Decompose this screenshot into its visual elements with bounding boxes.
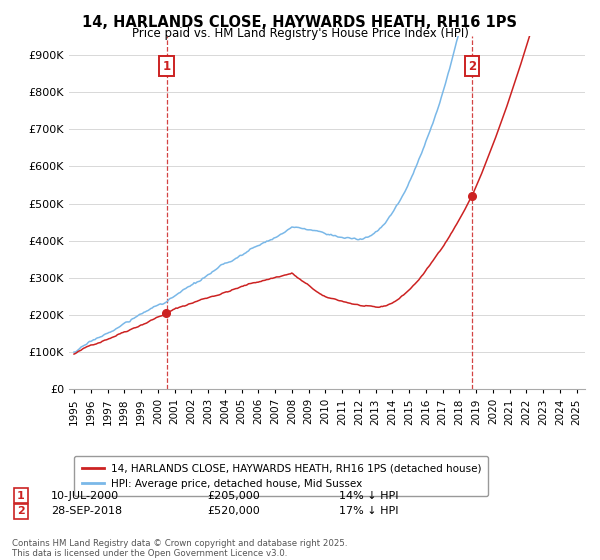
Text: 1: 1 — [17, 491, 25, 501]
Text: 2: 2 — [468, 59, 476, 73]
Text: Contains HM Land Registry data © Crown copyright and database right 2025.
This d: Contains HM Land Registry data © Crown c… — [12, 539, 347, 558]
Text: 17% ↓ HPI: 17% ↓ HPI — [339, 506, 398, 516]
Text: 1: 1 — [163, 59, 171, 73]
Text: 10-JUL-2000: 10-JUL-2000 — [51, 491, 119, 501]
Text: Price paid vs. HM Land Registry's House Price Index (HPI): Price paid vs. HM Land Registry's House … — [131, 27, 469, 40]
Text: £520,000: £520,000 — [207, 506, 260, 516]
Text: £205,000: £205,000 — [207, 491, 260, 501]
Legend: 14, HARLANDS CLOSE, HAYWARDS HEATH, RH16 1PS (detached house), HPI: Average pric: 14, HARLANDS CLOSE, HAYWARDS HEATH, RH16… — [74, 456, 488, 496]
Text: 14, HARLANDS CLOSE, HAYWARDS HEATH, RH16 1PS: 14, HARLANDS CLOSE, HAYWARDS HEATH, RH16… — [83, 15, 517, 30]
Text: 28-SEP-2018: 28-SEP-2018 — [51, 506, 122, 516]
Text: 2: 2 — [17, 506, 25, 516]
Text: 14% ↓ HPI: 14% ↓ HPI — [339, 491, 398, 501]
